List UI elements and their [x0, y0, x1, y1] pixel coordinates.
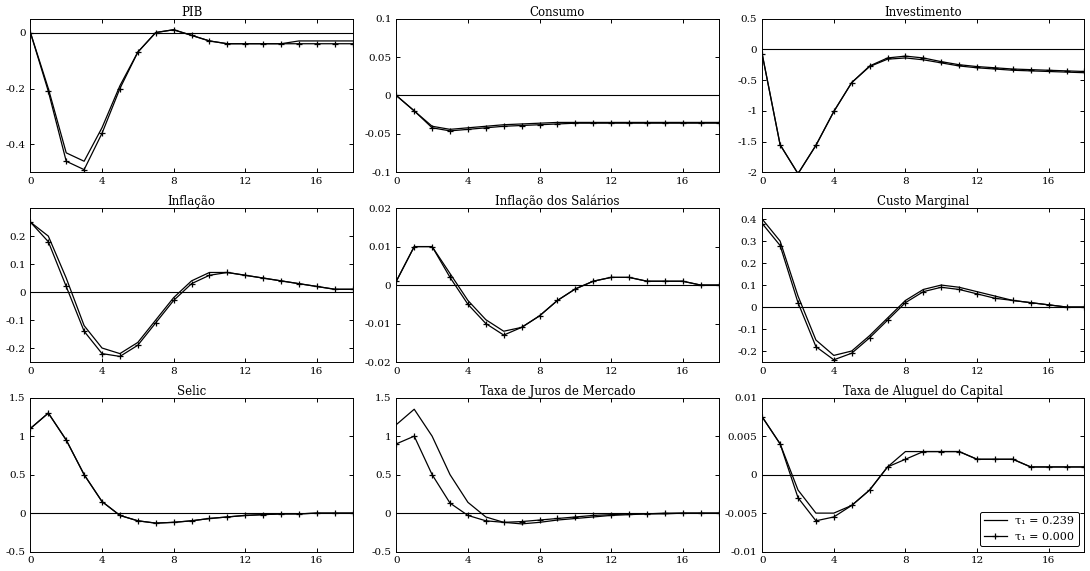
- Title: Taxa de Juros de Mercado: Taxa de Juros de Mercado: [480, 385, 635, 398]
- Title: Selic: Selic: [177, 385, 206, 398]
- Title: Inflação: Inflação: [168, 195, 216, 208]
- Title: PIB: PIB: [181, 6, 203, 18]
- Title: Custo Marginal: Custo Marginal: [877, 195, 969, 208]
- Legend: τ₁ = 0.239, τ₁ = 0.000: τ₁ = 0.239, τ₁ = 0.000: [980, 512, 1079, 546]
- Title: Taxa de Aluguel do Capital: Taxa de Aluguel do Capital: [844, 385, 1003, 398]
- Title: Investimento: Investimento: [884, 6, 962, 18]
- Title: Inflação dos Salários: Inflação dos Salários: [495, 195, 620, 208]
- Title: Consumo: Consumo: [530, 6, 585, 18]
